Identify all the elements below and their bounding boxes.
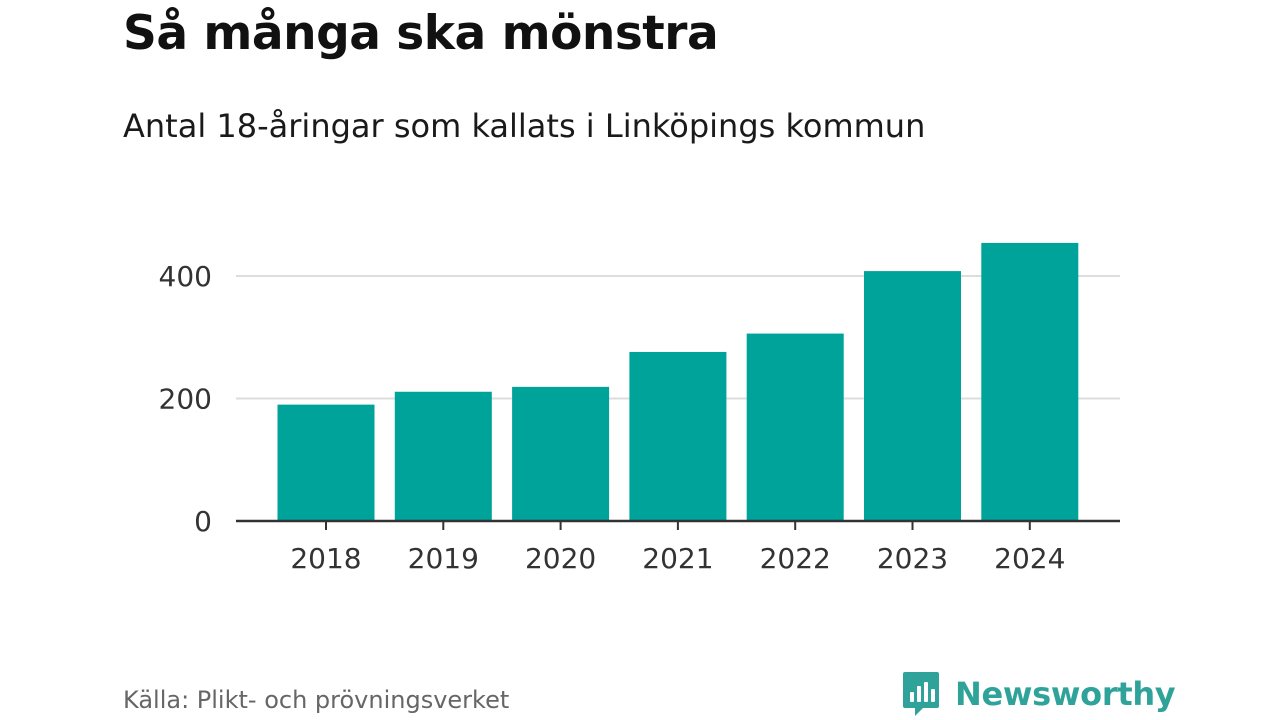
x-tick-label: 2020 <box>525 542 596 575</box>
brand-logo: Newsworthy <box>901 670 1176 718</box>
newsworthy-logo-icon <box>903 672 939 716</box>
x-tick-label: 2018 <box>290 542 361 575</box>
source-note: Källa: Plikt- och prövningsverket <box>123 686 510 714</box>
x-tick-label: 2024 <box>994 542 1065 575</box>
y-tick-label: 0 <box>194 505 212 538</box>
bar-2021 <box>629 351 727 521</box>
bar-2022 <box>746 333 844 521</box>
brand-name: Newsworthy <box>955 675 1176 713</box>
chart-title: Så många ska mönstra <box>123 6 719 61</box>
y-tick-label: 400 <box>159 260 212 293</box>
chart-subtitle: Antal 18-åringar som kallats i Linköping… <box>123 107 926 145</box>
y-tick-label: 200 <box>159 383 212 416</box>
x-tick-label: 2021 <box>642 542 713 575</box>
bar-2019 <box>394 391 492 521</box>
x-tick-label: 2022 <box>760 542 831 575</box>
bar-2023 <box>864 271 961 521</box>
bar-2024 <box>981 242 1079 522</box>
bars <box>277 242 1079 522</box>
x-tick-label: 2023 <box>877 542 948 575</box>
axes: 0 200 400 2018 2019 2020 2021 2022 2023 2024 <box>159 260 1120 575</box>
bar-2020 <box>512 386 610 521</box>
bar-2018 <box>277 404 375 521</box>
x-tick-label: 2019 <box>408 542 479 575</box>
